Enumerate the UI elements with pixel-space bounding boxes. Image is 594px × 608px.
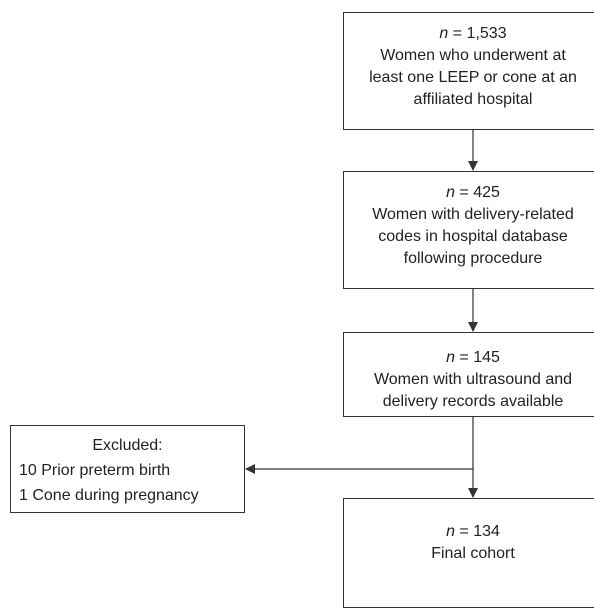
n-symbol: n [439, 25, 449, 42]
excluded-item: 1 Cone during pregnancy [19, 487, 199, 504]
count-value: 425 [473, 184, 500, 201]
count-label: n = 145 [344, 347, 594, 369]
count-value: 145 [473, 349, 500, 366]
n-symbol: n [446, 523, 455, 540]
description-line: affiliated hospital [413, 91, 533, 108]
description-line: Final cohort [431, 545, 515, 562]
description-line: least one LEEP or cone at an [369, 69, 577, 86]
flow-box-delivery-codes: n = 425 Women with delivery-related code… [343, 171, 594, 289]
n-symbol: n [446, 349, 455, 366]
flow-box-initial: n = 1,533 Women who underwent at least o… [343, 12, 594, 130]
equals-sign: = [454, 349, 474, 366]
flow-box-records-available: n = 145 Women with ultrasound and delive… [343, 332, 594, 417]
excluded-box: Excluded: 10 Prior preterm birth 1 Cone … [10, 425, 245, 513]
count-label: n = 425 [344, 182, 594, 204]
description-line: codes in hospital database [378, 228, 568, 245]
flow-box-final-cohort: n = 134 Final cohort [343, 498, 594, 608]
description-line: Women with delivery-related [372, 206, 574, 223]
description-line: following procedure [403, 250, 543, 267]
excluded-item: 10 Prior preterm birth [19, 462, 171, 479]
description-line: delivery records available [382, 393, 564, 410]
count-label: n = 134 [344, 521, 594, 543]
description-line: Women who underwent at [380, 47, 566, 64]
n-symbol: n [446, 184, 455, 201]
equals-sign: = [454, 184, 474, 201]
connector-arrows [245, 130, 478, 498]
excluded-title: Excluded: [92, 437, 163, 454]
description-line: Women with ultrasound and [373, 371, 573, 388]
count-label: n = 1,533 [344, 23, 594, 45]
count-value: 134 [473, 523, 500, 540]
count-value: 1,533 [466, 25, 507, 42]
equals-sign: = [448, 25, 467, 42]
equals-sign: = [454, 523, 474, 540]
